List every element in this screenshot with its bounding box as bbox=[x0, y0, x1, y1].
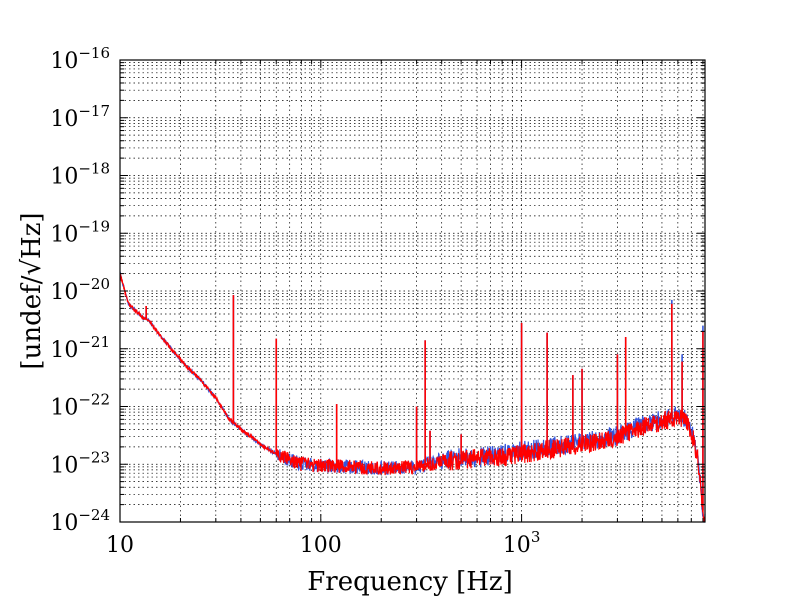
x-axis-label: Frequency [Hz] bbox=[307, 567, 513, 597]
y-tick-label: 10−22 bbox=[50, 391, 110, 421]
y-tick-label: 10−21 bbox=[50, 333, 110, 363]
x-tick-label: 10 bbox=[106, 533, 134, 558]
y-tick-label: 10−18 bbox=[50, 160, 110, 190]
y-axis-label: [undef/√Hz] bbox=[17, 212, 47, 369]
y-tick-label: 10−16 bbox=[50, 44, 110, 74]
y-tick-label: 10−24 bbox=[50, 506, 110, 536]
series-line bbox=[119, 273, 706, 523]
grid-lines bbox=[120, 60, 705, 522]
x-tick-label: 103 bbox=[503, 528, 541, 558]
y-tick-label: 10−20 bbox=[50, 275, 110, 305]
y-tick-label: 10−23 bbox=[50, 448, 110, 478]
tick-labels: 10 100 103 10−16 10−17 10−18 10−19 10−20 10−21 10… bbox=[50, 44, 540, 558]
x-tick-label: 100 bbox=[300, 533, 342, 558]
y-tick-label: 10−17 bbox=[50, 102, 110, 132]
y-tick-label: 10−19 bbox=[50, 217, 110, 247]
plot-frame bbox=[119, 59, 706, 523]
axis-ticks bbox=[120, 60, 705, 522]
